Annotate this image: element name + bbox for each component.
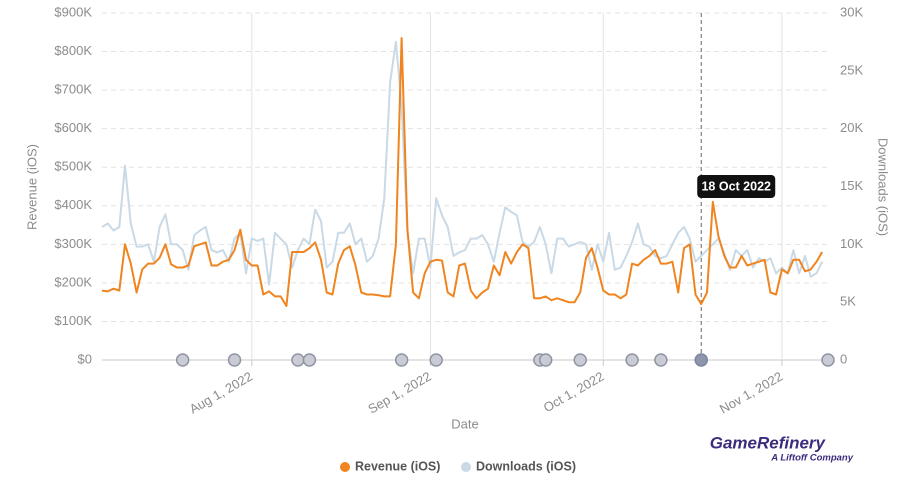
y-axis-title: Revenue (iOS)	[24, 144, 39, 230]
y2-tick-label: 5K	[840, 294, 856, 309]
y-tick-label: $0	[78, 351, 92, 366]
logo: GameRefinery	[710, 433, 827, 452]
y2-tick-label: 10K	[840, 236, 863, 251]
x-tick-label: Sep 1, 2022	[365, 369, 433, 417]
y-tick-label: $800K	[54, 43, 92, 58]
event-marker[interactable]	[654, 353, 668, 367]
y2-tick-label: 20K	[840, 120, 863, 135]
x-tick-label: Oct 1, 2022	[541, 369, 607, 416]
y-tick-label: $300K	[54, 236, 92, 251]
x-tick-label: Aug 1, 2022	[187, 369, 255, 417]
series-line	[101, 37, 824, 307]
event-marker[interactable]	[573, 353, 587, 367]
event-marker[interactable]	[291, 353, 305, 367]
tooltip-text: 18 Oct 2022	[701, 179, 771, 193]
y-tick-label: $600K	[54, 120, 92, 135]
x-axis-title: Date	[451, 416, 478, 431]
y2-tick-label: 0	[840, 351, 847, 366]
legend-marker[interactable]	[461, 462, 471, 472]
legend-marker[interactable]	[340, 462, 350, 472]
y2-tick-label: 15K	[840, 178, 863, 193]
legend-label[interactable]: Downloads (iOS)	[476, 459, 576, 473]
y2-tick-label: 25K	[840, 62, 863, 77]
event-marker[interactable]	[175, 353, 190, 367]
y-tick-label: $700K	[54, 82, 92, 97]
y-tick-label: $200K	[54, 274, 92, 289]
logo-tagline: A Liftoff Company	[770, 453, 854, 464]
x-tick-label: Nov 1, 2022	[717, 369, 785, 417]
event-marker[interactable]	[429, 353, 443, 367]
event-marker[interactable]	[694, 353, 708, 367]
y-tick-label: $400K	[54, 197, 92, 212]
series-line	[101, 40, 824, 286]
y-tick-label: $900K	[54, 4, 92, 19]
y2-tick-label: 30K	[840, 4, 863, 19]
legend-label[interactable]: Revenue (iOS)	[355, 459, 440, 473]
y-tick-label: $500K	[54, 159, 92, 174]
event-marker[interactable]	[302, 353, 317, 367]
event-marker[interactable]	[227, 353, 242, 367]
event-marker[interactable]	[625, 353, 639, 367]
y-tick-label: $100K	[54, 313, 92, 328]
tooltip-box	[697, 175, 776, 198]
event-marker[interactable]	[394, 353, 409, 367]
event-marker[interactable]	[821, 353, 835, 367]
y2-axis-title: Downloads (iOS)	[876, 138, 891, 236]
event-marker[interactable]	[538, 353, 553, 367]
